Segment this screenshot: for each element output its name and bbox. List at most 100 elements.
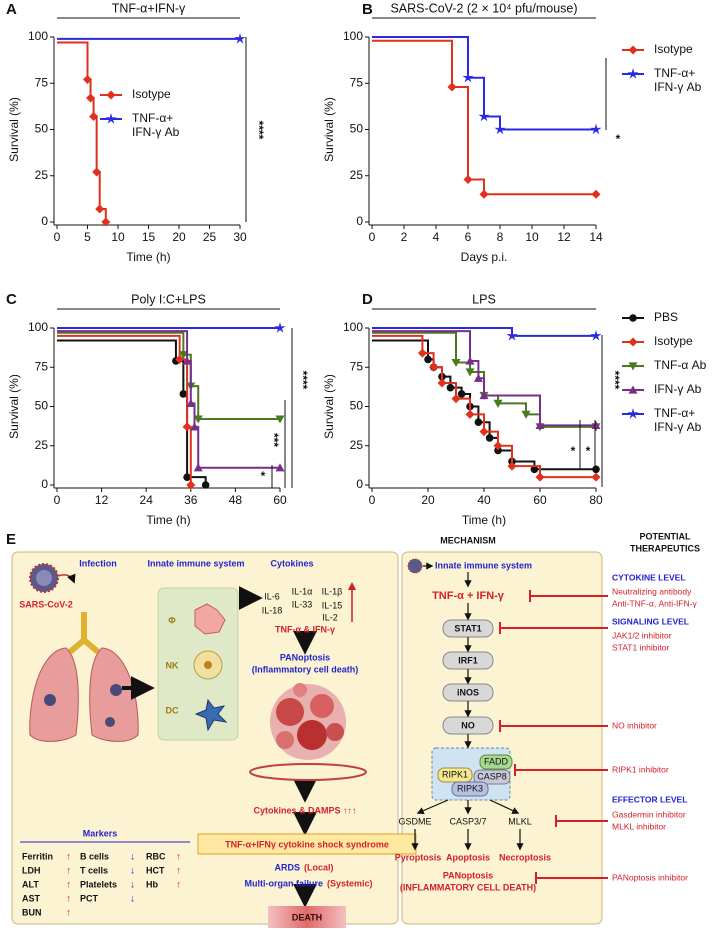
x-tick-label: 4	[433, 230, 440, 244]
point	[493, 399, 503, 408]
cells-text: Φ	[168, 615, 176, 625]
y-tick-label: 25	[350, 438, 364, 452]
x-axis-label: Time (h)	[462, 513, 506, 527]
point	[521, 410, 531, 419]
markers-text: Markers	[83, 828, 118, 838]
point	[590, 330, 602, 341]
point	[275, 415, 285, 424]
x-tick-label: 48	[229, 493, 243, 507]
point	[83, 75, 92, 85]
point	[92, 167, 102, 177]
legend-marker	[628, 362, 638, 371]
marker-name: PCT	[80, 893, 99, 903]
outcomes-text: (Local)	[304, 862, 334, 872]
cytokine_list-text: IL-15	[322, 600, 343, 610]
therapeutics-text: CYTOKINE LEVEL	[612, 572, 686, 582]
point	[193, 463, 203, 472]
point	[178, 351, 188, 360]
legend-label: IFN-γ Ab	[654, 382, 702, 396]
therapeutics-text: JAK1/2 inhibitor	[612, 630, 672, 640]
x-tick-label: 12	[95, 493, 109, 507]
point	[190, 422, 200, 431]
point	[465, 356, 475, 365]
y-tick-label: 50	[35, 399, 49, 413]
point	[465, 368, 475, 377]
mechanism-text: PANoptosis	[443, 870, 493, 880]
x-tick-label: 8	[497, 230, 504, 244]
x-axis-label: Time (h)	[126, 250, 170, 264]
significance-label: ****	[608, 371, 622, 390]
therapeutics-text: RIPK1 inhibitor	[612, 764, 669, 774]
mechanism-text: (INFLAMMATORY CELL DEATH)	[400, 882, 536, 892]
point	[494, 446, 502, 455]
flow-text: (Inflammatory cell death)	[252, 664, 359, 674]
mechanism-text: CASP8	[477, 771, 507, 781]
y-tick-label: 100	[343, 320, 363, 334]
x-tick-label: 25	[203, 230, 217, 244]
mechanism-text: Apoptosis	[446, 852, 490, 862]
point	[186, 398, 196, 407]
legend-marker	[629, 314, 637, 322]
x-tick-label: 6	[465, 230, 472, 244]
x-tick-label: 0	[369, 493, 376, 507]
marker-name: BUN	[22, 907, 42, 917]
casp8-pill	[473, 769, 511, 785]
mechanism-text: MLKL	[508, 816, 532, 826]
x-axis-label: Days p.i.	[461, 250, 508, 264]
point	[530, 465, 539, 474]
x-tick-label: 10	[525, 230, 539, 244]
marker-change: ↑	[66, 880, 71, 891]
point	[182, 356, 192, 365]
survival-line	[57, 41, 107, 222]
y-axis-label: Survival (%)	[322, 374, 336, 439]
legend-label: Isotype	[654, 334, 693, 348]
y-tick-label: 0	[356, 477, 363, 491]
mechanism-text: CASP3/7	[449, 816, 486, 826]
significance-label: *	[616, 132, 621, 146]
point	[429, 362, 439, 372]
x-tick-label: 40	[477, 493, 491, 507]
x-tick-label: 12	[557, 230, 571, 244]
mechanism-text: STAT1	[454, 623, 481, 633]
therapeutics-text: NO inhibitor	[612, 720, 657, 730]
ripk3-pill	[451, 781, 489, 797]
significance-label: *	[571, 444, 576, 458]
marker-name: Platelets	[80, 879, 117, 889]
point	[417, 348, 427, 358]
mechanism-text: Pyroptosis	[395, 852, 442, 862]
point	[592, 465, 600, 474]
y-tick-label: 100	[28, 29, 48, 43]
marker-name: T cells	[80, 865, 108, 875]
virus-icon	[29, 563, 76, 593]
therapeutics-text: EFFECTOR LEVEL	[612, 794, 687, 804]
y-tick-label: 25	[350, 168, 364, 182]
mechanism-text: FADD	[484, 756, 509, 766]
point	[506, 330, 518, 341]
x-tick-label: 10	[111, 230, 125, 244]
point	[535, 420, 545, 429]
significance-label: *	[261, 469, 266, 483]
panel-label: C	[6, 291, 17, 308]
legend-marker	[628, 385, 638, 394]
point	[101, 217, 111, 227]
significance-label: ****	[252, 121, 266, 140]
point	[479, 189, 489, 199]
x-tick-label: 60	[273, 493, 287, 507]
increase-arrowhead	[348, 582, 356, 590]
marker-name: Ferritin	[22, 851, 53, 861]
x-tick-label: 0	[369, 230, 376, 244]
point	[474, 418, 483, 427]
marker-name: Hb	[146, 879, 158, 889]
x-tick-label: 80	[589, 493, 603, 507]
death-text: DEATH	[292, 912, 322, 922]
marker-change: ↓	[130, 852, 135, 863]
x-tick-label: 0	[54, 230, 61, 244]
y-tick-label: 0	[41, 477, 48, 491]
survival-line	[57, 339, 207, 485]
virus-text: SARS-CoV-2	[19, 599, 73, 609]
y-tick-label: 100	[343, 29, 363, 43]
legend-marker	[627, 408, 639, 419]
cells-text: DC	[166, 705, 179, 715]
x-tick-label: 20	[421, 493, 435, 507]
lungs	[29, 612, 139, 742]
